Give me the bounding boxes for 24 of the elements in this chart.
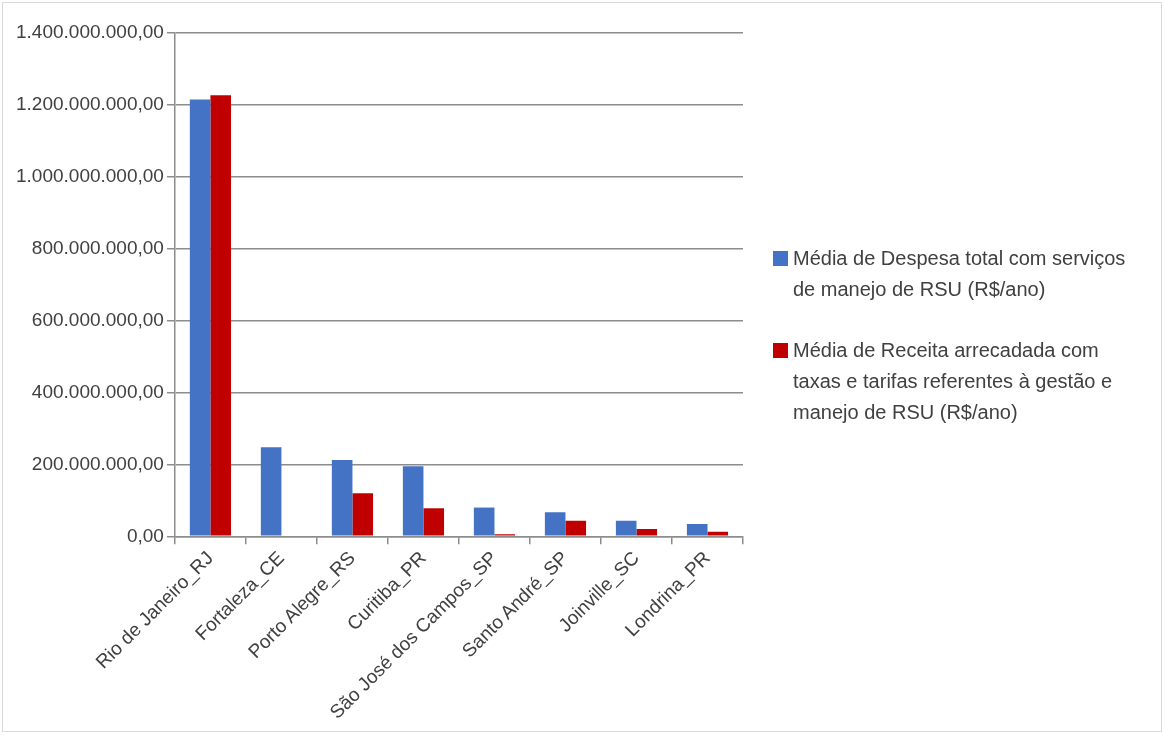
bar bbox=[544, 512, 566, 536]
legend-label: Média de Despesa total com serviços de manejo de RSU (R$/ano) bbox=[793, 246, 1127, 302]
y-tick-label: 1.400.000.000,00 bbox=[16, 21, 164, 43]
y-tick-label: 600.000.000,00 bbox=[31, 308, 164, 330]
bar bbox=[402, 466, 424, 536]
bar bbox=[636, 529, 658, 536]
y-tick-label: 0,00 bbox=[126, 524, 164, 546]
y-tick-label: 400.000.000,00 bbox=[31, 380, 164, 402]
bar bbox=[331, 460, 353, 536]
bar bbox=[210, 95, 232, 536]
bar bbox=[352, 493, 374, 536]
y-tick-label: 800.000.000,00 bbox=[31, 236, 164, 258]
bar bbox=[423, 508, 445, 536]
legend-label: Média de Receita arrecadada com taxas e tarifas referentes à gestão e manejo de RSU (R$/ano) bbox=[793, 338, 1114, 425]
bar bbox=[615, 520, 637, 536]
y-tick-label: 1.000.000.000,00 bbox=[16, 165, 164, 187]
bar bbox=[707, 531, 729, 536]
bar bbox=[686, 524, 708, 536]
bar bbox=[189, 99, 211, 536]
bar bbox=[473, 507, 495, 536]
bar bbox=[260, 447, 282, 536]
y-tick-label: 200.000.000,00 bbox=[31, 452, 164, 474]
y-tick-label: 1.200.000.000,00 bbox=[16, 93, 164, 115]
bar bbox=[565, 520, 587, 536]
